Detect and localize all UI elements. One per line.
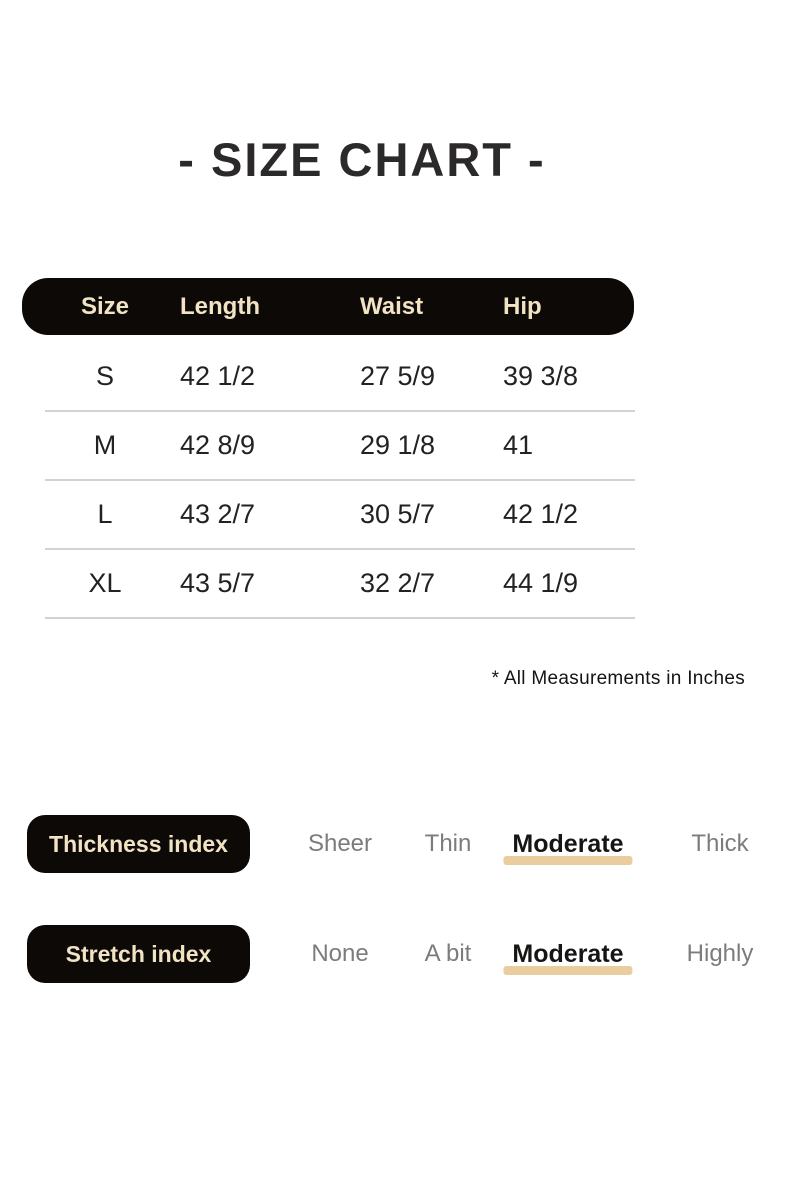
table-row-s: S 42 1/2 27 5/9 39 3/8 (45, 343, 635, 412)
cell-hip: 44 1/9 (503, 568, 579, 598)
cell-waist: 29 1/8 (360, 430, 436, 460)
table-header-row: Size Length Waist Hip (22, 278, 634, 335)
cell-waist: 32 2/7 (360, 568, 436, 598)
column-header-length: Length (180, 292, 260, 320)
table-row-xl: XL 43 5/7 32 2/7 44 1/9 (45, 550, 635, 619)
cell-hip: 42 1/2 (503, 499, 579, 529)
cell-length: 42 8/9 (180, 430, 256, 460)
cell-length: 42 1/2 (180, 361, 256, 391)
table-row-l: L 43 2/7 30 5/7 42 1/2 (45, 481, 635, 550)
cell-size: M (93, 430, 117, 460)
cell-size: L (97, 499, 113, 529)
column-header-hip: Hip (503, 292, 542, 320)
thickness-option-sheer: Sheer (307, 830, 373, 857)
cell-hip: 39 3/8 (503, 361, 579, 391)
column-header-waist: Waist (360, 292, 424, 320)
thickness-option-moderate-selected: Moderate (503, 830, 633, 865)
page-title: - SIZE CHART - (178, 133, 546, 186)
stretch-option-abit: A bit (424, 940, 472, 967)
cell-size: S (95, 361, 114, 391)
thickness-option-thin: Thin (424, 830, 472, 857)
cell-size: XL (88, 568, 122, 598)
stretch-index-label: Stretch index (27, 925, 250, 983)
table-row-m: M 42 8/9 29 1/8 41 (45, 412, 635, 481)
size-table-body: S 42 1/2 27 5/9 39 3/8 M 42 8/9 29 1/8 4… (45, 343, 635, 619)
cell-waist: 30 5/7 (360, 499, 436, 529)
stretch-option-none: None (311, 940, 369, 967)
cell-length: 43 2/7 (180, 499, 256, 529)
thickness-option-thick: Thick (691, 830, 749, 857)
stretch-index-label-text: Stretch index (65, 940, 212, 967)
stretch-option-highly: Highly (686, 940, 754, 967)
column-header-size: Size (80, 292, 130, 320)
cell-waist: 27 5/9 (360, 361, 436, 391)
thickness-index-label-text: Thickness index (49, 830, 228, 857)
thickness-index-label: Thickness index (27, 815, 250, 873)
measurements-footnote: * All Measurements in Inches (491, 668, 745, 689)
cell-hip: 41 (503, 430, 534, 460)
cell-length: 43 5/7 (180, 568, 256, 598)
stretch-option-moderate-selected: Moderate (503, 940, 633, 975)
